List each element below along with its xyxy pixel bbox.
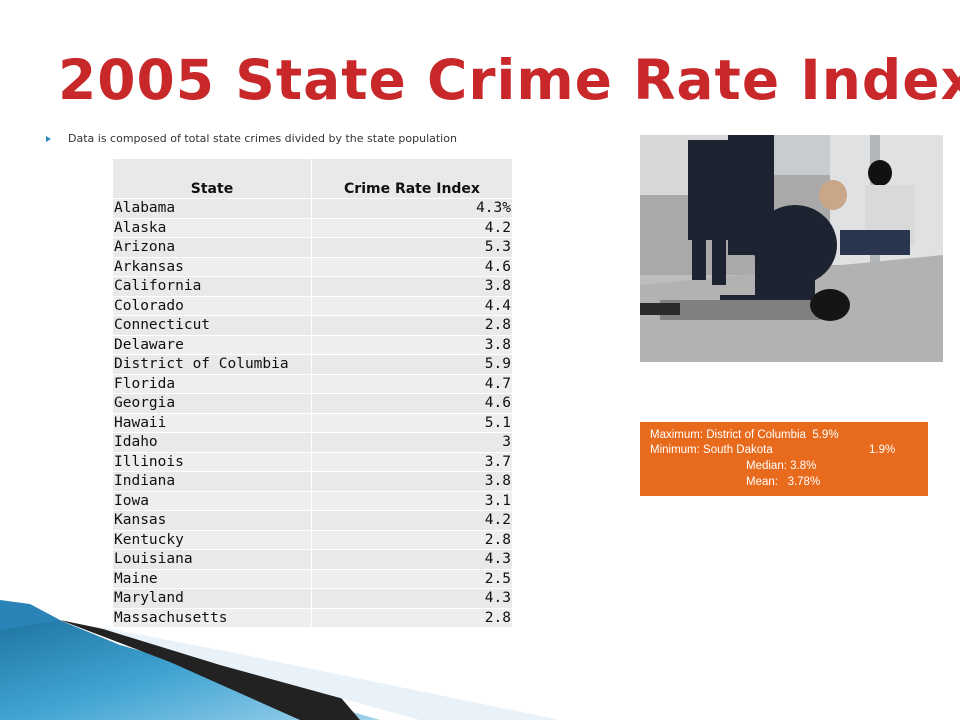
table-row: Louisiana 4.3 <box>113 549 512 569</box>
rate-cell: 4.6 <box>311 256 512 276</box>
state-cell: Hawaii <box>113 412 311 432</box>
rate-cell: 3.1 <box>311 490 512 510</box>
stats-max-value: 5.9% <box>812 429 839 441</box>
table-row: Florida 4.7 <box>113 373 512 393</box>
table-row: Arkansas 4.6 <box>113 256 512 276</box>
rate-cell: 2.8 <box>311 607 512 627</box>
rate-cell: 3.7 <box>311 451 512 471</box>
rate-cell: 2.8 <box>311 315 512 335</box>
state-cell: Florida <box>113 373 311 393</box>
rate-cell: 5.1 <box>311 412 512 432</box>
rate-cell: 5.3 <box>311 237 512 257</box>
state-cell: Massachusetts <box>113 607 311 627</box>
state-cell: California <box>113 276 311 296</box>
state-cell: Arizona <box>113 237 311 257</box>
rate-cell: 4.2 <box>311 217 512 237</box>
state-cell: Georgia <box>113 393 311 413</box>
crime-rate-table: State Crime Rate Index Alabama 4.3% Alaska… <box>113 159 512 627</box>
table-row: Illinois 3.7 <box>113 451 512 471</box>
table-row: Kansas 4.2 <box>113 510 512 530</box>
bullet-arrow-icon <box>46 136 51 142</box>
state-cell: Maryland <box>113 588 311 608</box>
table-body: Alabama 4.3% Alaska 4.2 Arizona 5.3 Arkansas 4.… <box>113 198 512 627</box>
table-header-row: State Crime Rate Index <box>113 159 512 198</box>
rate-cell: 4.3% <box>311 198 512 218</box>
state-cell: Colorado <box>113 295 311 315</box>
rate-cell: 2.8 <box>311 529 512 549</box>
table-row: Delaware 3.8 <box>113 334 512 354</box>
bullet-note: Data is composed of total state crimes d… <box>46 132 457 145</box>
rate-cell: 4.3 <box>311 588 512 608</box>
state-cell: Kansas <box>113 510 311 530</box>
table-row: Idaho 3 <box>113 432 512 452</box>
table-row: Kentucky 2.8 <box>113 529 512 549</box>
table-row: California 3.8 <box>113 276 512 296</box>
state-cell: Arkansas <box>113 256 311 276</box>
table-row: Maine 2.5 <box>113 568 512 588</box>
table-row: Arizona 5.3 <box>113 237 512 257</box>
stats-min-value: 1.9% <box>869 444 896 456</box>
state-cell: Illinois <box>113 451 311 471</box>
state-cell: Indiana <box>113 471 311 491</box>
stats-max-state: District of Columbia <box>706 429 806 441</box>
table-row: Hawaii 5.1 <box>113 412 512 432</box>
state-cell: Maine <box>113 568 311 588</box>
rate-cell: 4.6 <box>311 393 512 413</box>
rate-cell: 4.2 <box>311 510 512 530</box>
stats-mean-line: Mean: 3.78% <box>746 476 820 488</box>
table-row: District of Columbia 5.9 <box>113 354 512 374</box>
table-row: Colorado 4.4 <box>113 295 512 315</box>
state-cell: Kentucky <box>113 529 311 549</box>
state-cell: Alabama <box>113 198 311 218</box>
table-row: Georgia 4.6 <box>113 393 512 413</box>
stats-max-label: Maximum: <box>650 429 704 441</box>
table-row: Connecticut 2.8 <box>113 315 512 335</box>
stats-mean-value: 3.78% <box>787 476 821 488</box>
decorative-swoosh <box>0 600 560 720</box>
table-row: Iowa 3.1 <box>113 490 512 510</box>
rate-cell: 4.7 <box>311 373 512 393</box>
table-row: Maryland 4.3 <box>113 588 512 608</box>
table-row: Alabama 4.3% <box>113 198 512 218</box>
state-cell: Alaska <box>113 217 311 237</box>
police-arrest-photo <box>640 135 943 362</box>
table-row: Alaska 4.2 <box>113 217 512 237</box>
rate-cell: 3 <box>311 432 512 452</box>
rate-cell: 5.9 <box>311 354 512 374</box>
state-cell: Iowa <box>113 490 311 510</box>
header-state: State <box>113 159 311 198</box>
state-cell: Delaware <box>113 334 311 354</box>
table-row: Indiana 3.8 <box>113 471 512 491</box>
rate-cell: 4.4 <box>311 295 512 315</box>
stats-min-state: South Dakota <box>703 444 773 456</box>
rate-cell: 3.8 <box>311 471 512 491</box>
rate-cell: 3.8 <box>311 334 512 354</box>
stats-median: Median: 3.8% <box>746 460 817 472</box>
stats-minimum-line: Minimum: South Dakota <box>650 444 773 456</box>
stats-min-label: Minimum: <box>650 444 700 456</box>
state-cell: Idaho <box>113 432 311 452</box>
state-cell: Louisiana <box>113 549 311 569</box>
rate-cell: 4.3 <box>311 549 512 569</box>
rate-cell: 2.5 <box>311 568 512 588</box>
stats-maximum-line: Maximum: District of Columbia 5.9% <box>650 429 839 441</box>
rate-cell: 3.8 <box>311 276 512 296</box>
stats-summary-box: Maximum: District of Columbia 5.9% Minim… <box>640 422 928 496</box>
table-row: Massachusetts 2.8 <box>113 607 512 627</box>
header-crime-rate-index: Crime Rate Index <box>311 159 512 198</box>
state-cell: Connecticut <box>113 315 311 335</box>
slide-title: 2005 State Crime Rate Index <box>58 48 960 112</box>
bullet-text: Data is composed of total state crimes d… <box>68 132 457 145</box>
state-cell: District of Columbia <box>113 354 311 374</box>
stats-mean-label: Mean: <box>746 476 778 488</box>
